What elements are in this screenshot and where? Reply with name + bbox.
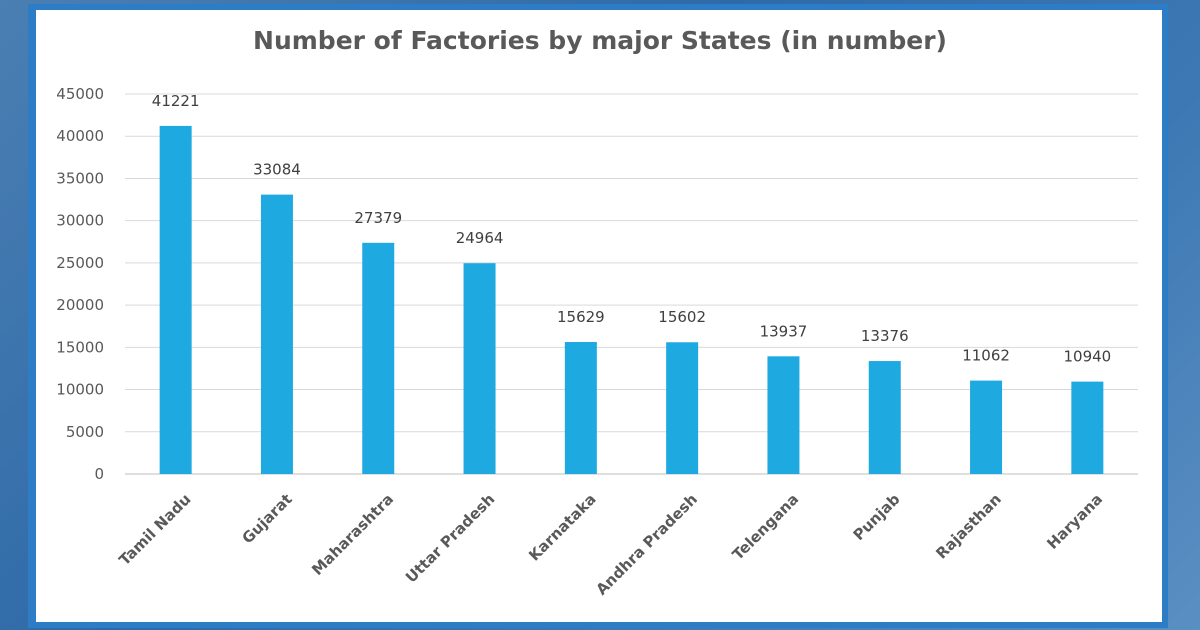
data-label: 11062 bbox=[962, 347, 1010, 365]
data-label: 13937 bbox=[760, 322, 808, 340]
bar bbox=[767, 356, 800, 474]
chart-panel bbox=[36, 10, 1162, 622]
category-label: Andhra Pradesh bbox=[592, 490, 701, 599]
y-tick-label: 25000 bbox=[56, 254, 104, 272]
y-axis-ticks: 0 5000 10000 15000 20000 25000 30000 35000 40000… bbox=[56, 85, 104, 483]
bar bbox=[868, 361, 901, 474]
data-label: 15629 bbox=[557, 308, 605, 326]
gridlines bbox=[125, 93, 1138, 475]
bar bbox=[463, 263, 496, 474]
y-tick-label: 20000 bbox=[56, 296, 104, 314]
category-label: Haryana bbox=[1043, 490, 1106, 553]
bar bbox=[159, 125, 192, 474]
chart-title: Number of Factories by major States (in … bbox=[253, 26, 947, 55]
y-tick-label: 15000 bbox=[56, 338, 104, 356]
y-tick-label: 5000 bbox=[66, 423, 104, 441]
y-tick-label: 0 bbox=[94, 465, 104, 483]
y-tick-label: 35000 bbox=[56, 169, 104, 187]
y-tick-label: 45000 bbox=[56, 85, 104, 103]
y-tick-label: 10000 bbox=[56, 381, 104, 399]
x-axis-categories: Tamil Nadu Gujarat Maharashtra Uttar Prades… bbox=[116, 490, 1107, 599]
data-label: 41221 bbox=[152, 92, 200, 110]
data-label: 24964 bbox=[456, 229, 504, 247]
bar bbox=[564, 342, 597, 474]
category-label: Punjab bbox=[850, 490, 904, 544]
bar bbox=[260, 194, 293, 474]
data-label: 33084 bbox=[253, 161, 301, 179]
bar bbox=[666, 342, 699, 474]
bars bbox=[159, 125, 1104, 474]
category-label: Tamil Nadu bbox=[116, 490, 195, 569]
bar bbox=[1071, 381, 1104, 474]
category-label: Telengana bbox=[729, 490, 803, 564]
y-tick-label: 30000 bbox=[56, 212, 104, 230]
category-label: Uttar Pradesh bbox=[402, 490, 498, 586]
data-labels: 41221 33084 27379 24964 15629 15602 13937 13376… bbox=[152, 92, 1111, 366]
bar bbox=[362, 242, 395, 474]
y-tick-label: 40000 bbox=[56, 127, 104, 145]
bar bbox=[970, 380, 1003, 474]
data-label: 15602 bbox=[658, 308, 706, 326]
data-label: 27379 bbox=[354, 209, 402, 227]
category-label: Rajasthan bbox=[932, 490, 1004, 562]
data-label: 10940 bbox=[1063, 348, 1111, 366]
category-label: Gujarat bbox=[239, 490, 296, 547]
data-label: 13376 bbox=[861, 327, 909, 345]
category-label: Karnataka bbox=[525, 490, 599, 564]
category-label: Maharashtra bbox=[308, 490, 397, 579]
